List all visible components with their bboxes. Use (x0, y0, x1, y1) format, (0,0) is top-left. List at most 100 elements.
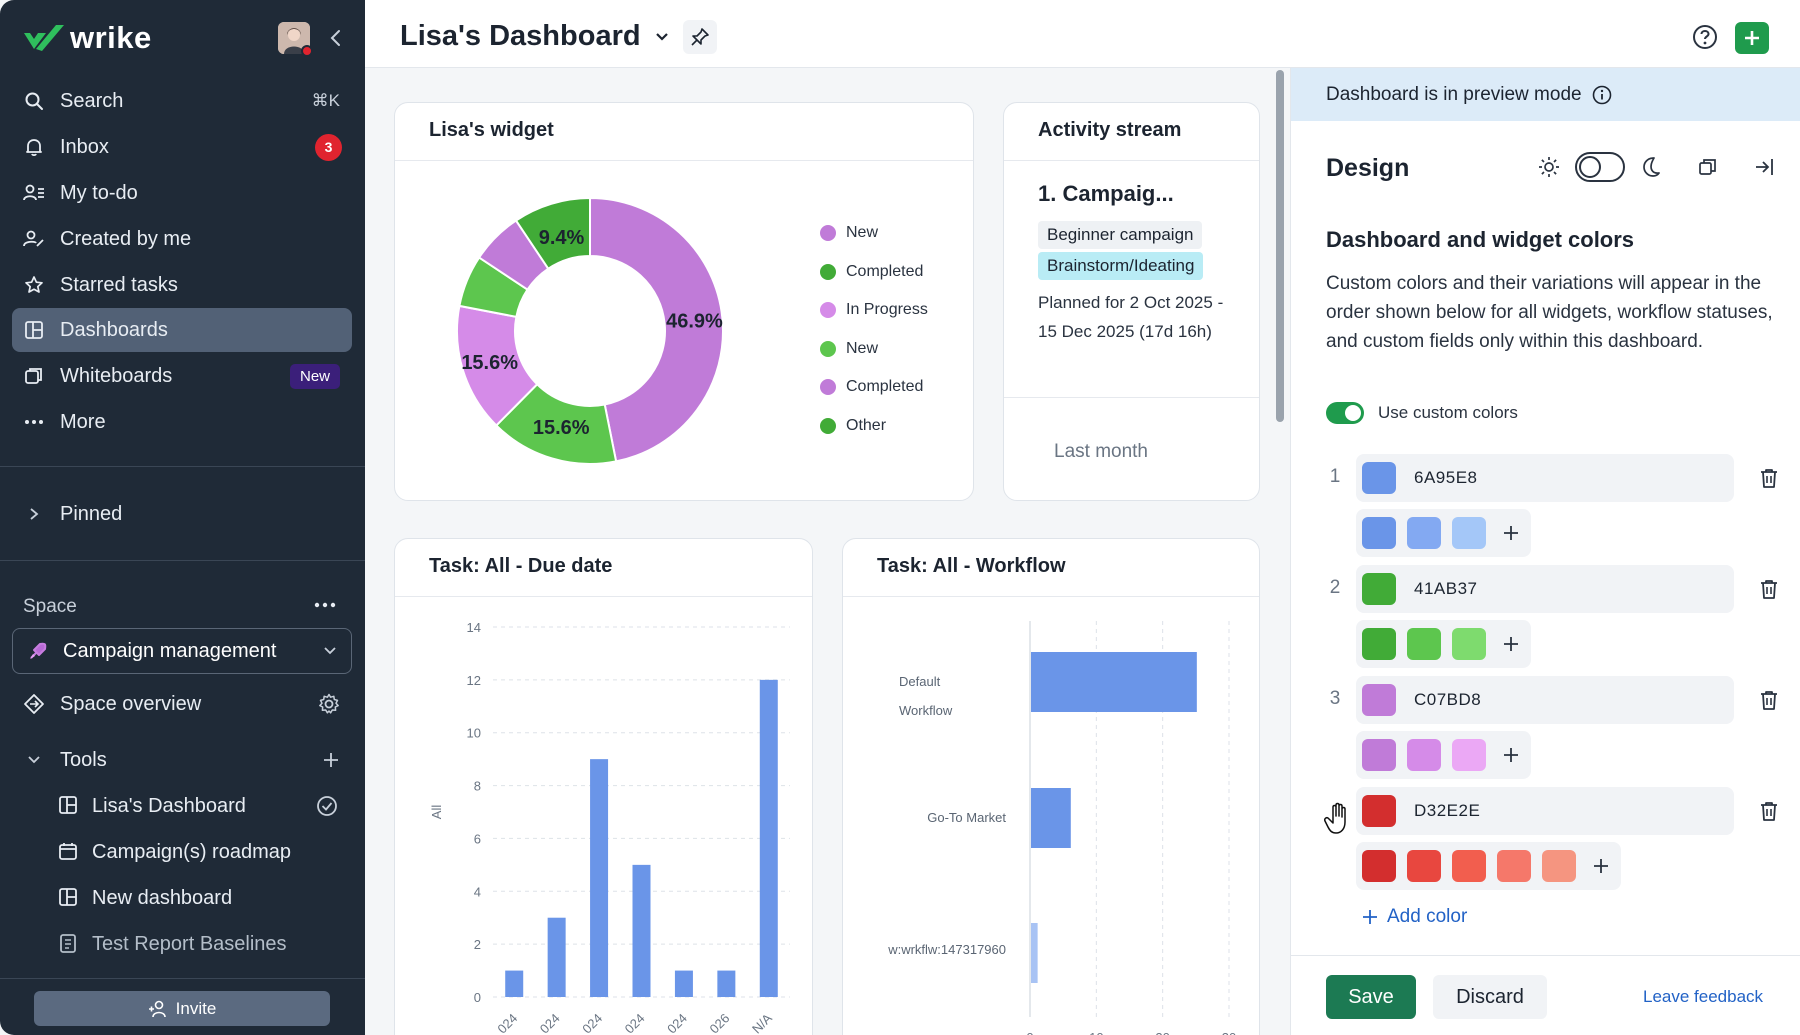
space-more-icon[interactable] (314, 602, 336, 608)
sidebar-item-more[interactable]: More (12, 400, 352, 444)
variation-swatch[interactable] (1362, 628, 1396, 660)
moon-icon[interactable] (1639, 155, 1661, 179)
tool-item-lisas-dashboard[interactable]: Lisa's Dashboard (50, 786, 350, 826)
info-icon[interactable] (1592, 85, 1612, 105)
legend-item[interactable]: Completed (820, 378, 923, 396)
leave-feedback-link[interactable]: Leave feedback (1643, 987, 1764, 1006)
sidebar-item-space-overview[interactable]: Space overview (12, 682, 352, 726)
variation-swatch[interactable] (1362, 517, 1396, 549)
variation-swatch[interactable] (1407, 850, 1441, 882)
widget-workflow[interactable]: Task: All - Workflow 0 10 20 30 Default Workf… (842, 538, 1260, 1035)
color-hex-field[interactable]: 41AB37 (1356, 565, 1734, 613)
sidebar-item-my-todo[interactable]: My to-do (12, 171, 352, 215)
variation-swatch[interactable] (1362, 739, 1396, 771)
sun-icon[interactable] (1537, 155, 1561, 179)
theme-toggle[interactable] (1575, 152, 1625, 182)
widget-due-date[interactable]: Task: All - Due date 0 2 4 6 8 10 12 14 All 024 02… (394, 538, 813, 1035)
trash-icon[interactable] (1758, 578, 1780, 600)
widget-lisas-widget[interactable]: Lisa's widget 46.9% 15.6% 15.6% 9.4% (394, 102, 974, 501)
use-custom-colors-toggle[interactable]: Use custom colors (1326, 402, 1518, 424)
sidebar-item-search[interactable]: Search ⌘K (12, 79, 352, 123)
dashboard-title-dropdown[interactable]: Lisa's Dashboard (400, 20, 669, 53)
tool-item-campaign-roadmap[interactable]: Campaign(s) roadmap (50, 832, 350, 872)
discard-button[interactable]: Discard (1433, 975, 1547, 1019)
variation-swatch[interactable] (1407, 628, 1441, 660)
color-hex-field[interactable]: C07BD8 (1356, 676, 1734, 724)
add-variation-icon[interactable] (1497, 517, 1525, 549)
add-variation-icon[interactable] (1587, 850, 1615, 882)
color-swatch[interactable] (1362, 684, 1396, 716)
color-hex-field[interactable]: 6A95E8 (1356, 454, 1734, 502)
add-tool-icon[interactable] (322, 751, 340, 769)
bar[interactable] (590, 759, 609, 997)
bar[interactable] (547, 917, 566, 997)
bar[interactable] (632, 864, 651, 997)
variation-swatch[interactable] (1452, 850, 1486, 882)
bar[interactable] (1031, 923, 1038, 983)
y-tick-label: Workflow (899, 703, 953, 718)
tool-item-new-dashboard[interactable]: New dashboard (50, 878, 350, 918)
variation-swatch[interactable] (1542, 850, 1576, 882)
bar[interactable] (759, 679, 778, 997)
bar[interactable] (1031, 652, 1197, 712)
help-icon[interactable] (1692, 24, 1718, 50)
tool-item-label: Campaign(s) roadmap (92, 840, 291, 863)
bar[interactable] (717, 970, 736, 997)
legend-item[interactable]: Completed (820, 263, 923, 281)
collapse-sidebar-icon[interactable] (324, 26, 348, 50)
check-circle-icon[interactable] (316, 795, 338, 817)
sidebar-item-inbox[interactable]: Inbox 3 (12, 125, 352, 169)
sidebar-item-whiteboards[interactable]: Whiteboards New (12, 354, 352, 398)
variation-swatch[interactable] (1497, 850, 1531, 882)
dashboard-scrollbar[interactable] (1276, 70, 1284, 422)
trash-icon[interactable] (1758, 689, 1780, 711)
activity-item-title[interactable]: 1. Campaig... (1038, 181, 1174, 206)
gear-icon[interactable] (318, 693, 340, 715)
donut-slice[interactable] (589, 196, 724, 463)
legend-item[interactable]: New (820, 224, 878, 242)
add-variation-icon[interactable] (1497, 739, 1525, 771)
legend-label: Completed (846, 378, 924, 395)
variation-swatch[interactable] (1362, 850, 1396, 882)
y-tick-label: 10 (467, 726, 481, 741)
trash-icon[interactable] (1758, 800, 1780, 822)
pin-button[interactable] (683, 20, 717, 54)
duplicate-icon[interactable] (1697, 156, 1719, 178)
color-swatch[interactable] (1362, 462, 1396, 494)
toggle-switch[interactable] (1326, 402, 1364, 424)
add-color-button[interactable]: Add color (1361, 906, 1467, 928)
bar[interactable] (1031, 788, 1071, 848)
sidebar-item-starred-tasks[interactable]: Starred tasks (12, 263, 352, 307)
add-variation-icon[interactable] (1497, 628, 1525, 660)
space-select[interactable]: Campaign management (12, 628, 352, 674)
variation-swatch[interactable] (1452, 739, 1486, 771)
bar[interactable] (674, 970, 693, 997)
sidebar-item-created-by-me[interactable]: Created by me (12, 217, 352, 261)
save-button[interactable]: Save (1326, 975, 1416, 1019)
tools-section-header[interactable]: Tools (12, 738, 352, 782)
color-swatch[interactable] (1362, 795, 1396, 827)
legend-swatch (820, 302, 836, 318)
variation-swatch[interactable] (1407, 517, 1441, 549)
variation-swatch[interactable] (1452, 628, 1486, 660)
bar[interactable] (505, 970, 524, 997)
avatar[interactable] (278, 22, 313, 57)
color-hex-field[interactable]: D32E2E (1356, 787, 1734, 835)
close-panel-icon[interactable] (1753, 156, 1775, 178)
legend-label: New (846, 339, 879, 357)
sidebar-item-pinned[interactable]: Pinned (12, 492, 352, 536)
sidebar-item-dashboards[interactable]: Dashboards (12, 308, 352, 352)
tool-item-test-report-baselines[interactable]: Test Report Baselines (50, 924, 350, 964)
variation-swatch[interactable] (1452, 517, 1486, 549)
trash-icon[interactable] (1758, 467, 1780, 489)
wrike-logo[interactable]: wrike (22, 20, 152, 56)
legend-item[interactable]: New (820, 340, 878, 358)
color-swatch[interactable] (1362, 573, 1396, 605)
legend-item[interactable]: Other (820, 417, 886, 435)
invite-button[interactable]: Invite (34, 991, 330, 1026)
donut-slice[interactable] (514, 196, 591, 271)
widget-activity-stream[interactable]: Activity stream 1. Campaig... Beginner c… (1003, 102, 1260, 501)
add-button[interactable] (1735, 22, 1769, 54)
variation-swatch[interactable] (1407, 739, 1441, 771)
legend-item[interactable]: In Progress (820, 301, 928, 319)
